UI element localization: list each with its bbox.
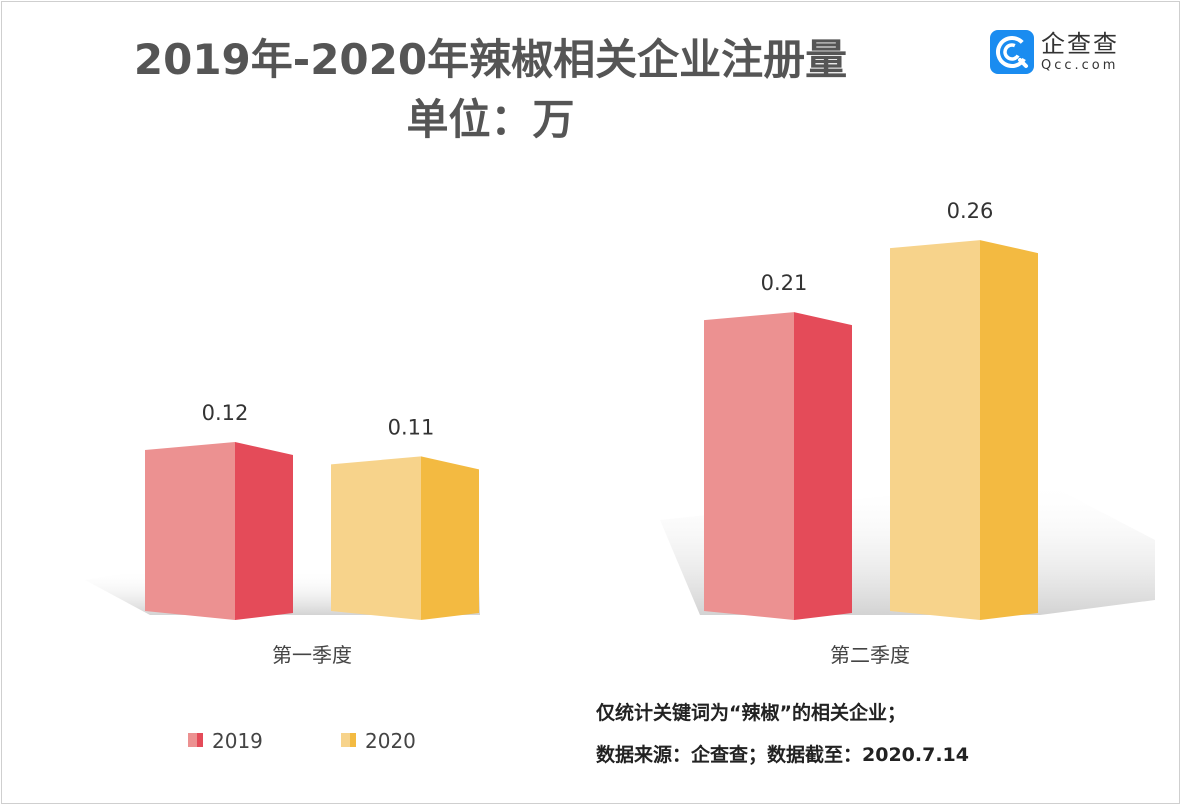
data-label: 0.11 (388, 415, 435, 439)
logo-text-cn: 企查查 (1041, 30, 1119, 58)
legend-swatch-front (188, 733, 197, 747)
bar-front-2019-2 (704, 312, 794, 620)
data-label: 0.21 (761, 271, 808, 295)
category-label: 第一季度 (272, 643, 352, 667)
legend-label: 2019 (212, 729, 263, 753)
qcc-logo: 企查查 Qcc.com (990, 30, 1119, 74)
chart-unit: 单位：万 (406, 95, 575, 144)
chart-title: 2019年-2020年辣椒相关企业注册量 (133, 35, 848, 84)
bar-side-2019-2 (794, 312, 852, 620)
logo-text-en: Qcc.com (1041, 58, 1119, 73)
data-label: 0.26 (947, 199, 994, 223)
legend-swatch-side (350, 733, 356, 747)
bar-side-2020-1 (421, 456, 479, 620)
footnote-scope: 仅统计关键词为“辣椒”的相关企业； (596, 702, 906, 724)
legend-label: 2020 (365, 729, 416, 753)
qcc-logo-icon (990, 30, 1034, 74)
bar-front-2020-1 (331, 456, 421, 620)
category-label: 第二季度 (830, 643, 910, 667)
bar-side-2019-1 (235, 441, 293, 620)
footnote-source: 数据来源：企查查；数据截至：2020.7.14 (596, 744, 969, 766)
bar-side-2020-2 (980, 240, 1038, 620)
legend-swatch-front (341, 733, 350, 747)
bar-front-2020-2 (890, 240, 980, 620)
data-label: 0.12 (202, 401, 249, 425)
bar-front-2019-1 (145, 441, 235, 620)
legend-swatch-side (197, 733, 203, 747)
